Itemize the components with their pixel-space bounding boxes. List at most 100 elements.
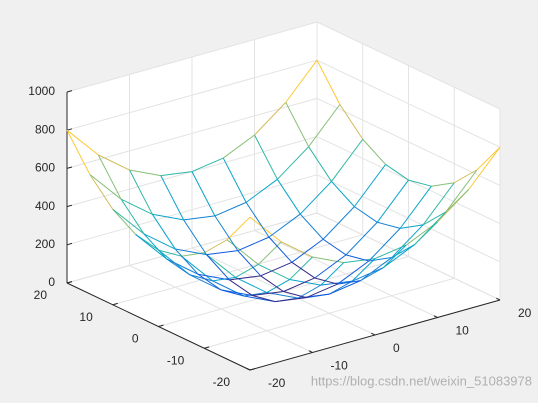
mesh-segment <box>314 277 338 285</box>
z-tick-label: 400 <box>35 199 55 213</box>
mesh-segment <box>243 292 267 297</box>
tick-mark <box>66 242 73 246</box>
mesh-segment <box>285 102 310 147</box>
grid-line <box>66 59 318 131</box>
mesh-segment <box>339 104 364 140</box>
mesh-segment <box>306 283 338 299</box>
mesh-segment <box>237 236 270 252</box>
tick-mark <box>66 90 73 93</box>
mesh-segment <box>226 239 259 265</box>
tick-mark <box>308 350 313 353</box>
mesh-segment <box>281 241 313 258</box>
mesh-segment <box>468 146 501 190</box>
tick-mark <box>66 204 73 208</box>
mesh-segment <box>214 215 239 251</box>
grid-line <box>316 97 501 186</box>
mesh-segment <box>376 179 409 223</box>
mesh-segment <box>258 263 290 281</box>
mesh-segment <box>160 171 193 177</box>
mesh-segment <box>320 280 353 286</box>
mesh-segment <box>385 164 409 181</box>
mesh-segment <box>151 214 176 250</box>
mesh-segment <box>129 169 161 177</box>
grid-line <box>316 21 501 110</box>
tick-mark <box>433 315 438 318</box>
mesh-segment <box>360 257 393 282</box>
watermark: https://blog.csdn.net/weixin_51083978 <box>311 373 532 388</box>
mesh-segment <box>237 250 261 277</box>
grid-line <box>66 174 318 246</box>
mesh-segment <box>299 213 324 240</box>
mesh-segment <box>351 258 376 282</box>
mesh-segment <box>160 175 185 221</box>
mesh-segment <box>143 233 176 250</box>
tick-mark <box>66 128 73 131</box>
mesh-segment <box>189 274 213 282</box>
mesh-segment <box>422 182 455 226</box>
y-tick-label: 0 <box>132 332 139 346</box>
mesh-segment <box>249 216 282 243</box>
mesh-segment <box>252 294 276 303</box>
mesh-segment <box>316 59 341 105</box>
tick-mark <box>204 346 210 349</box>
grid-line <box>66 212 318 284</box>
mesh-segment <box>181 255 213 282</box>
tick-mark <box>66 281 73 284</box>
mesh-segment <box>260 275 284 292</box>
tick-mark <box>249 368 256 371</box>
y-tick-label: 10 <box>79 310 93 324</box>
mesh-segment <box>285 59 318 103</box>
tick-mark <box>496 297 501 301</box>
mesh-segment <box>254 102 287 136</box>
y-tick-label: -20 <box>213 375 231 389</box>
mesh-segment <box>152 213 184 221</box>
mesh-segment <box>445 169 478 213</box>
z-tick-label: 1000 <box>28 84 55 98</box>
mesh-segment <box>312 256 344 264</box>
mesh-segment <box>112 208 136 235</box>
mesh-segment <box>306 293 330 299</box>
mesh-segment <box>331 181 355 207</box>
mesh-segment <box>329 280 361 295</box>
z-tick-label: 0 <box>48 275 55 289</box>
mesh-segment <box>89 174 122 200</box>
mesh-segment <box>197 273 222 291</box>
mesh-segment <box>322 206 355 240</box>
mesh-segment <box>183 215 215 221</box>
x-tick-label: 20 <box>518 306 532 320</box>
mesh-segment <box>414 211 447 245</box>
mesh-segment <box>351 267 384 282</box>
mesh-segment <box>112 208 145 235</box>
mesh-segment <box>445 189 470 213</box>
mesh-segment <box>204 239 228 254</box>
mesh-segment <box>245 178 278 203</box>
mesh-segment <box>283 291 307 299</box>
mesh-segment <box>360 267 384 282</box>
mesh-segment <box>203 252 236 278</box>
mesh-segment <box>362 138 386 165</box>
mesh-segment <box>337 260 370 285</box>
mesh-segment <box>275 297 307 303</box>
mesh-segment <box>229 279 253 296</box>
mesh-segment <box>235 263 259 278</box>
mesh-segment <box>89 174 114 210</box>
mesh-segment <box>258 241 282 265</box>
mesh-segment <box>189 274 222 291</box>
tick-mark <box>246 367 251 371</box>
y-tick-label: 20 <box>34 288 48 302</box>
mesh-segment <box>206 250 238 256</box>
z-tick-label: 200 <box>35 237 55 251</box>
mesh-segment <box>191 171 216 217</box>
mesh-segment <box>252 291 284 296</box>
mesh-segment <box>220 289 253 296</box>
mesh-segment <box>353 164 387 207</box>
mesh-segment <box>422 211 447 226</box>
mesh-segment <box>183 219 207 255</box>
tick-mark <box>371 332 376 336</box>
mesh-segment <box>314 254 347 279</box>
mesh-segment <box>98 154 130 171</box>
mesh-segment <box>291 261 316 279</box>
mesh-segment <box>337 280 361 285</box>
mesh-segment <box>120 198 145 235</box>
